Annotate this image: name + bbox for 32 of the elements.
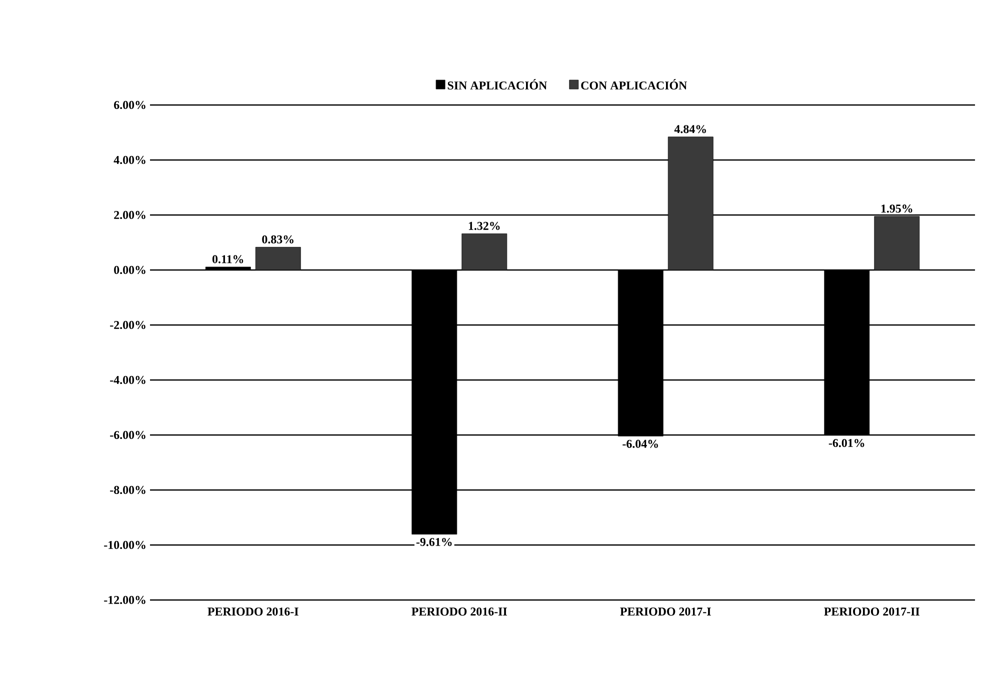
bar	[462, 233, 508, 270]
data-label: -6.04%	[622, 440, 658, 448]
data-label: 1.32%	[468, 222, 500, 230]
data-label: 4.84%	[674, 125, 706, 134]
bar	[255, 246, 301, 270]
y-tick-label: 2.00%	[114, 210, 146, 220]
legend-label: SIN APLICACIÓN	[448, 79, 548, 90]
data-label: 0.11%	[212, 255, 244, 264]
x-tick-label: PERIODO 2016-II	[412, 608, 507, 616]
data-label: 1.95%	[881, 204, 912, 213]
y-tick-label: -2.00%	[110, 320, 146, 330]
y-tick-label: 0.00%	[114, 266, 146, 274]
bar	[668, 136, 714, 270]
x-tick-label: PERIODO 2016-I	[208, 608, 298, 616]
y-tick-label: 4.00%	[114, 156, 146, 164]
data-label: 0.83%	[262, 235, 294, 244]
x-tick-label: PERIODO 2017-I	[620, 608, 711, 616]
y-tick-label: -10.00%	[104, 540, 146, 550]
bar	[874, 216, 920, 270]
data-label: -6.01%	[828, 438, 864, 448]
y-tick-label: 6.00%	[114, 100, 146, 110]
y-tick-label: -6.00%	[110, 430, 146, 440]
bar	[824, 270, 870, 436]
legend-label: CON APLICACIÓN	[581, 79, 688, 90]
bar	[205, 266, 251, 270]
y-tick-label: -8.00%	[110, 486, 146, 494]
y-tick-label: -12.00%	[104, 596, 146, 604]
bar	[412, 270, 458, 534]
y-tick-label: -4.00%	[110, 376, 146, 384]
x-tick-label: PERIODO 2017-II	[824, 608, 920, 616]
data-label: -9.61%	[416, 538, 452, 546]
bar	[618, 270, 664, 436]
